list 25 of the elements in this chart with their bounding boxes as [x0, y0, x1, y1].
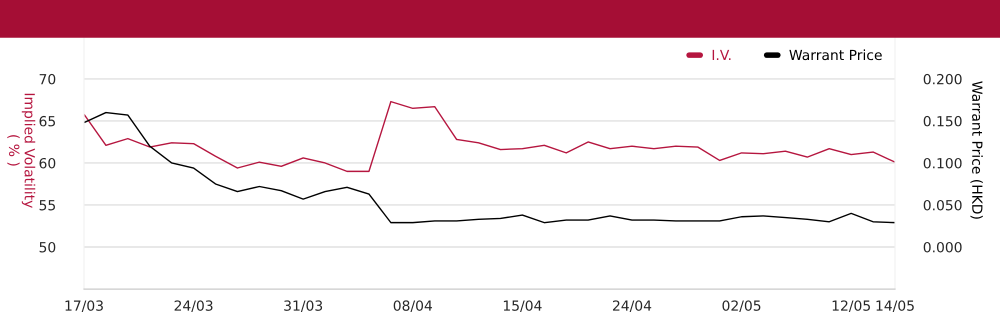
y-tick-label: 55 [40, 200, 56, 210]
y2-tick-label: 0.200 [924, 74, 962, 84]
y-axis-title: Implied Volatility ( % ) [7, 94, 36, 208]
legend-label: Warrant Price [789, 49, 882, 60]
y-tick-label: 60 [40, 158, 56, 168]
x-tick-label: 24/03 [174, 300, 212, 312]
x-tick-label: 14/05 [876, 300, 914, 312]
line-series [84, 100, 895, 172]
y2-tick-label: 0.000 [924, 242, 962, 252]
y2-tick-label: 0.100 [924, 158, 962, 168]
x-tick-label: 31/03 [284, 300, 322, 312]
y2-axis-title: Warrant Price (HKD) [970, 81, 983, 219]
y-tick-label: 50 [40, 242, 56, 252]
y-tick-label: 70 [40, 74, 56, 84]
x-tick-label: 08/04 [394, 300, 432, 312]
y-tick-label: 65 [40, 116, 56, 126]
line-series [84, 112, 895, 224]
legend-label: I.V. [712, 50, 730, 60]
y2-tick-label: 0.050 [924, 200, 962, 210]
x-tick-label: 17/03 [66, 300, 103, 312]
x-tick-label: 24/04 [612, 300, 652, 312]
x-tick-label: 02/05 [722, 300, 760, 312]
x-tick-label: 15/04 [504, 300, 542, 312]
y2-tick-label: 0.150 [924, 116, 962, 126]
x-tick-label: 12/05 [832, 300, 870, 312]
